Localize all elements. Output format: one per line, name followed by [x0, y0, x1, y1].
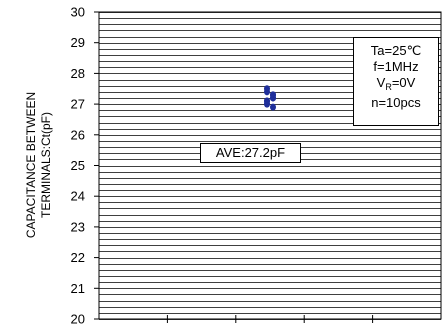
y-tick-label: 22 [71, 250, 85, 265]
data-point [264, 97, 270, 105]
y-tick-label: 26 [71, 127, 85, 142]
y-tick-label: 30 [71, 5, 85, 20]
y-tick-label: 27 [71, 97, 85, 112]
y-tick-label: 24 [71, 189, 85, 204]
y-axis-label-line2: TERMINALS:Ct(pF) [39, 112, 53, 218]
y-tick-label: 29 [71, 35, 85, 50]
y-tick-label: 23 [71, 219, 85, 234]
condition-sample-count: n=10pcs [371, 95, 421, 110]
conditions-box: Ta=25℃ f=1MHz VR=0V n=10pcs [353, 37, 439, 126]
y-tick-label: 21 [71, 281, 85, 296]
condition-temperature: Ta=25℃ [370, 43, 422, 58]
y-tick-label: 20 [71, 312, 85, 327]
condition-reverse-voltage: VR=0V [376, 75, 416, 92]
y-tick-label: 25 [71, 158, 85, 173]
condition-frequency: f=1MHz [373, 59, 419, 74]
y-tick-labels: 20 21 22 23 24 25 26 27 28 29 30 [71, 5, 99, 327]
data-point [270, 103, 276, 111]
y-axis-label-line1: CAPACITANCE BETWEEN [24, 92, 38, 238]
y-tick-label: 28 [71, 66, 85, 81]
data-points [264, 85, 276, 111]
plot-area-border [98, 11, 442, 320]
data-point [264, 88, 270, 96]
data-point [270, 94, 276, 102]
average-label: AVE:27.2pF [200, 143, 301, 163]
